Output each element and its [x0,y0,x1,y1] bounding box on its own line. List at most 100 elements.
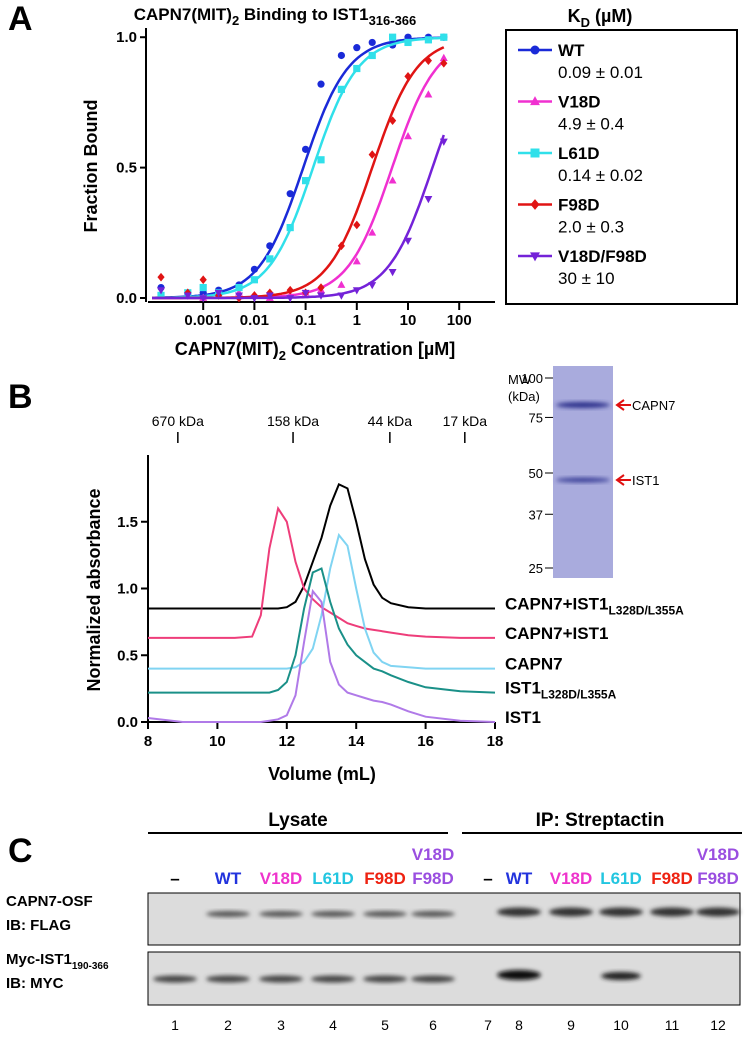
lane-condition: L61D [600,869,642,888]
lane-condition: V18D [412,845,455,864]
ladder-label: 100 [521,371,543,386]
text-part: 316-366 [369,13,417,28]
panel-label: B [8,378,33,416]
legend-label: L61D [558,144,600,163]
point [337,292,346,300]
point [368,282,377,290]
blot-strip [147,892,741,946]
lane-number: 8 [515,1017,523,1033]
legend-marker [530,252,540,262]
point [286,190,294,198]
blot-band [650,907,694,917]
blot-band [311,975,355,983]
text-part: L328D/L355A [608,604,684,618]
text-part: 190-366 [72,961,109,972]
x-tick-label: 16 [417,733,434,750]
lane-condition: F98D [412,869,454,888]
point [286,295,295,303]
row-label: Myc-IST1190-366 [6,951,109,972]
text-part: 2 [279,348,286,363]
arrow [615,474,631,486]
y-axis-label: Normalized absorbance [84,488,104,691]
point [301,289,310,298]
point [302,145,310,153]
point [404,237,412,245]
y-tick-label: 0.5 [116,160,137,177]
x-tick-label: 0.01 [240,312,269,329]
point [353,220,361,230]
row-probe: IB: FLAG [6,917,71,934]
point [368,228,377,236]
text-part: K [568,6,581,26]
text-part: Binding to IST1 [239,5,368,24]
lane-condition: WT [506,869,533,888]
point [199,275,207,285]
text-part: L328D/L355A [541,688,617,702]
text-part: 2 [232,13,239,28]
lane-condition: – [483,869,492,888]
point [440,33,448,41]
gel-band [556,477,610,483]
text-part: Myc-IST1 [6,951,72,968]
panel-label: A [8,0,33,38]
blot-band [363,911,407,917]
lane-number: 2 [224,1017,232,1033]
x-tick-label: 10 [209,733,226,750]
x-axis-label: Volume (mL) [268,764,376,784]
lane-condition: F98D [364,869,406,888]
point [404,38,412,47]
lane-number: 3 [277,1017,285,1033]
legend-marker [530,96,540,106]
point [214,289,223,298]
y-tick-label: 1.5 [117,514,138,531]
ladder-label: 37 [529,507,543,522]
text-part: CAPN7+IST1 [505,624,608,643]
size-marker-label: 44 kDa [368,413,413,429]
text-part: CAPN7-OSF [6,893,93,910]
point [183,292,192,300]
y-axis-label: Fraction Bound [81,100,101,233]
band-label: IST1 [632,473,659,488]
text-part: CAPN7(MIT) [175,339,279,359]
point [250,265,259,273]
x-tick-label: 1 [353,312,361,329]
mw-label: (kDa) [508,389,540,404]
size-marker-label: 17 kDa [443,413,488,429]
fit-curve [152,134,445,300]
size-marker-label: 158 kDa [267,413,319,429]
lane-condition: F98D [697,869,739,888]
blot-band [549,907,593,917]
blot-band [497,907,541,917]
point [424,90,433,98]
legend-label: WT [558,41,585,60]
series-label: IST1L328D/L355A [505,679,617,702]
ladder-label: 50 [529,466,543,481]
lane-number: 5 [381,1017,389,1033]
legend-marker [530,45,540,55]
text-part: CAPN7+IST1 [505,595,608,614]
lane-condition: V18D [697,845,740,864]
text-part: (µM) [590,6,632,26]
point [424,36,432,44]
blot-band [696,907,740,917]
point [388,269,397,277]
point [199,295,208,303]
x-tick-label: 18 [487,733,504,750]
point [337,280,346,288]
trace [147,588,496,723]
legend-marker [530,148,540,158]
blot-band [206,975,250,983]
point [286,223,294,232]
lane-number: 4 [329,1017,337,1033]
trace [148,483,495,610]
lane-number: 1 [171,1017,179,1033]
blot-band [599,907,643,917]
x-tick-label: 10 [400,312,417,329]
blot-band [311,911,355,917]
point [317,292,325,300]
series-label: IST1 [505,708,541,727]
point [157,291,165,299]
row-probe: IB: MYC [6,975,64,992]
point [250,295,259,303]
